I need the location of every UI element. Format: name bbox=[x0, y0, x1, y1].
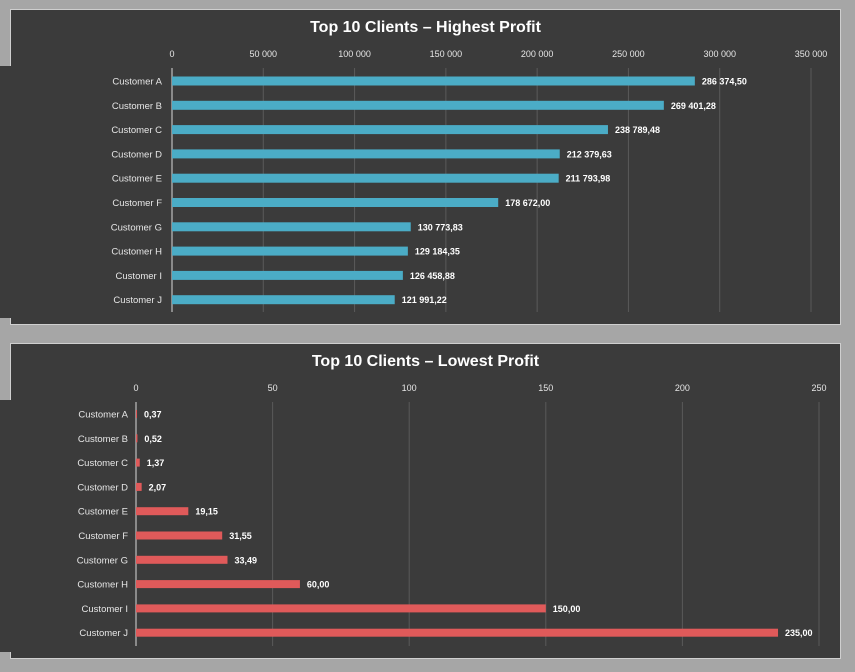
bar bbox=[172, 295, 395, 305]
category-label: Customer I bbox=[82, 604, 128, 615]
bar bbox=[172, 246, 408, 256]
category-label: Customer C bbox=[111, 125, 162, 136]
bar bbox=[136, 458, 140, 467]
data-label: 286 374,50 bbox=[702, 77, 747, 87]
data-label: 0,52 bbox=[144, 434, 162, 444]
data-label: 150,00 bbox=[553, 604, 581, 614]
data-label: 129 184,35 bbox=[415, 247, 460, 257]
bar bbox=[136, 580, 300, 589]
bar bbox=[172, 270, 403, 280]
category-label: Customer C bbox=[77, 458, 128, 469]
chart-title-lowest: Top 10 Clients – Lowest Profit bbox=[311, 353, 540, 370]
tick-label: 50 000 bbox=[250, 49, 278, 59]
category-label: Customer E bbox=[112, 174, 162, 185]
bar bbox=[172, 100, 664, 110]
category-label: Customer F bbox=[112, 198, 162, 209]
bar bbox=[136, 531, 223, 540]
tick-label: 150 000 bbox=[430, 49, 463, 59]
bar bbox=[136, 434, 138, 443]
data-label: 235,00 bbox=[785, 628, 813, 638]
data-label: 211 793,98 bbox=[566, 174, 611, 184]
bar bbox=[136, 628, 779, 637]
tick-label: 200 bbox=[675, 383, 690, 393]
category-label: Customer B bbox=[112, 101, 162, 112]
data-label: 121 991,22 bbox=[402, 295, 447, 305]
bar bbox=[172, 173, 559, 183]
tick-label: 100 bbox=[402, 383, 417, 393]
tick-label: 350 000 bbox=[795, 49, 828, 59]
data-label: 1,37 bbox=[147, 458, 165, 468]
category-label: Customer G bbox=[111, 222, 162, 233]
category-label: Customer J bbox=[79, 628, 128, 639]
chart-title-highest: Top 10 Clients – Highest Profit bbox=[310, 19, 541, 36]
chart-panel-highest bbox=[10, 9, 841, 325]
tick-label: 150 bbox=[538, 383, 553, 393]
bar-chart-highest-profit: 0 50 000 100 000 150 000 200 000 250 000 300 0… bbox=[111, 49, 828, 312]
panel-left-strip-2 bbox=[0, 400, 12, 652]
bar bbox=[136, 410, 138, 418]
category-label: Customer A bbox=[78, 410, 128, 421]
category-label: Customer J bbox=[113, 295, 162, 306]
tick-label: 300 000 bbox=[703, 49, 736, 59]
data-label: 212 379,63 bbox=[567, 149, 612, 159]
category-label: Customer H bbox=[111, 247, 162, 258]
data-label: 178 672,00 bbox=[505, 198, 550, 208]
tick-label: 50 bbox=[268, 383, 278, 393]
bar bbox=[172, 76, 695, 86]
tick-label: 250 000 bbox=[612, 49, 645, 59]
category-label: Customer H bbox=[77, 580, 128, 591]
tick-label: 0 bbox=[133, 383, 138, 393]
category-label: Customer F bbox=[78, 531, 128, 542]
tick-label: 200 000 bbox=[521, 49, 554, 59]
bar bbox=[172, 149, 560, 159]
data-label: 0,37 bbox=[144, 410, 162, 420]
panel-left-strip bbox=[0, 66, 12, 318]
data-label: 269 401,28 bbox=[671, 101, 716, 111]
bar bbox=[172, 222, 411, 232]
category-label: Customer D bbox=[111, 149, 162, 160]
data-label: 60,00 bbox=[307, 580, 330, 590]
data-label: 126 458,88 bbox=[410, 271, 455, 281]
data-label: 2,07 bbox=[149, 482, 167, 492]
data-label: 31,55 bbox=[229, 531, 252, 541]
tick-label: 250 bbox=[811, 383, 826, 393]
tick-label: 100 000 bbox=[338, 49, 371, 59]
category-label: Customer E bbox=[78, 507, 128, 518]
category-label: Customer G bbox=[77, 555, 128, 566]
category-label: Customer A bbox=[112, 77, 162, 88]
category-label: Customer B bbox=[78, 434, 128, 445]
data-label: 33,49 bbox=[234, 555, 257, 565]
data-label: 130 773,83 bbox=[418, 222, 463, 232]
bar bbox=[136, 555, 228, 564]
data-label: 238 789,48 bbox=[615, 125, 660, 135]
data-label: 19,15 bbox=[195, 507, 218, 517]
bar bbox=[136, 604, 546, 613]
bar bbox=[172, 125, 608, 135]
bar bbox=[172, 198, 499, 207]
category-label: Customer I bbox=[116, 271, 162, 282]
category-label: Customer D bbox=[77, 482, 128, 493]
tick-label: 0 bbox=[169, 49, 174, 59]
bar bbox=[136, 507, 189, 516]
bar bbox=[136, 482, 142, 491]
